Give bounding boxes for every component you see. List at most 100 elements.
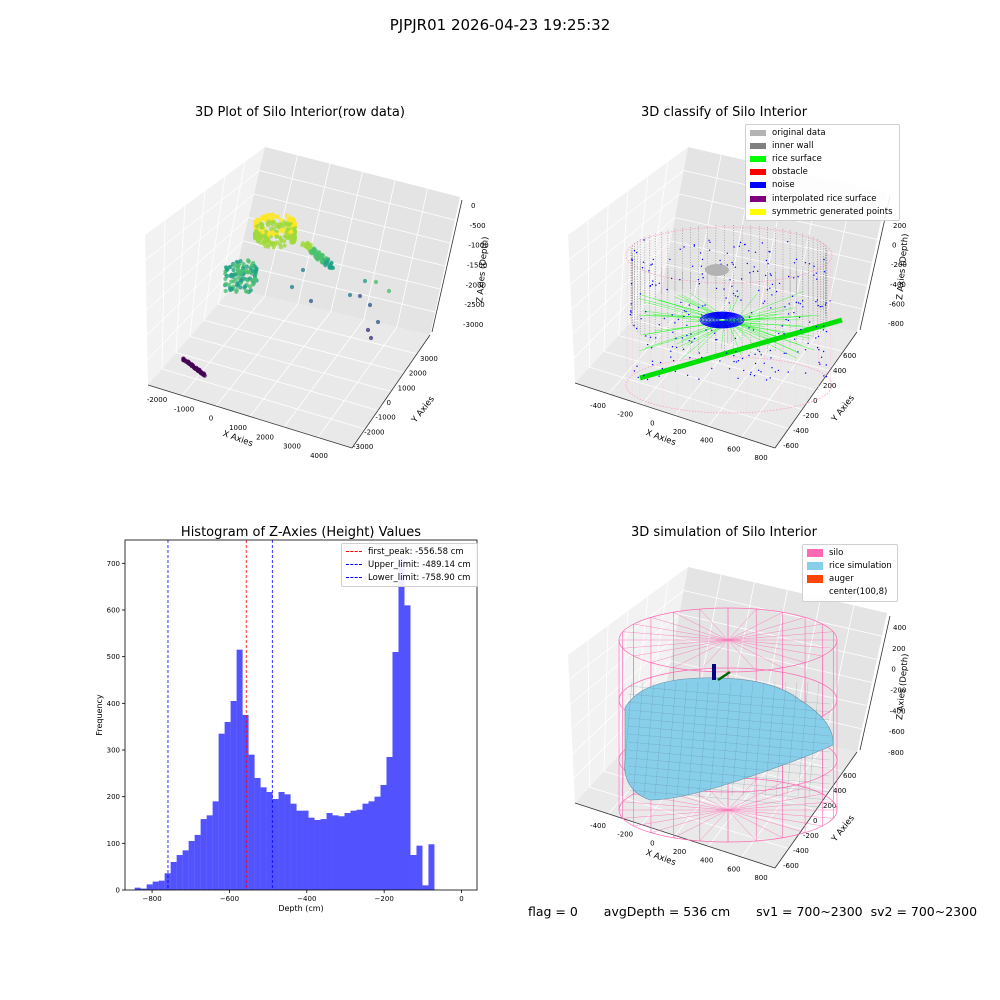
rice-simulation-mesh xyxy=(627,749,831,769)
data-point xyxy=(269,216,274,221)
y-tick-label: 700 xyxy=(107,560,120,568)
noise-point xyxy=(757,349,759,351)
histogram-bar xyxy=(362,803,369,890)
data-point xyxy=(231,267,236,273)
noise-point xyxy=(733,354,735,357)
noise-point xyxy=(750,371,752,373)
silo-wireframe xyxy=(727,617,806,641)
rice-simulation-mesh xyxy=(665,681,677,797)
x-axis-label: Depth (cm) xyxy=(278,904,323,913)
x-tick-label: −400 xyxy=(297,895,316,903)
data-point xyxy=(279,222,284,227)
legend-line xyxy=(346,577,362,579)
noise-point xyxy=(788,303,790,305)
rice-simulation-mesh xyxy=(627,757,831,777)
noise-point xyxy=(816,278,818,280)
data-point xyxy=(257,236,262,241)
data-point xyxy=(254,228,259,233)
classified-points xyxy=(625,225,843,414)
histogram-bar xyxy=(188,841,195,890)
histogram-bar xyxy=(284,794,291,890)
data-point xyxy=(386,288,392,294)
noise-point xyxy=(703,313,741,327)
data-point xyxy=(264,236,269,241)
x-tick-label: 0 xyxy=(209,415,213,423)
noise-point xyxy=(824,304,827,306)
histogram-bar xyxy=(134,887,141,890)
histogram-bar xyxy=(356,809,363,890)
x-tick-label: 800 xyxy=(754,874,767,882)
legend-swatch xyxy=(750,208,766,215)
noise-point xyxy=(735,361,738,363)
noise-point xyxy=(636,365,638,367)
noise-point xyxy=(680,301,682,304)
noise-point xyxy=(719,259,721,262)
data-point xyxy=(245,270,250,275)
rice-surface-points xyxy=(639,317,843,381)
x-tick-label: -400 xyxy=(590,822,606,830)
noise-point xyxy=(652,280,654,282)
rice-simulation-mesh xyxy=(709,681,721,797)
silo-wireframe xyxy=(727,623,823,641)
data-point xyxy=(290,216,295,222)
noise-point xyxy=(717,318,727,322)
subplot-title: 3D simulation of Silo Interior xyxy=(631,525,818,540)
noise-point xyxy=(691,265,694,267)
noise-point xyxy=(738,245,741,247)
noise-point xyxy=(746,262,748,265)
noise-point xyxy=(705,329,707,331)
histogram-bars xyxy=(134,558,435,890)
histogram-bar xyxy=(368,801,375,890)
data-point xyxy=(239,278,244,283)
avg-depth-value: avgDepth = 536 cm xyxy=(603,904,731,919)
legend-entry: rice simulation xyxy=(807,559,892,572)
rice-simulation-mesh xyxy=(627,733,831,753)
legend-swatch xyxy=(750,169,766,176)
legend-entry: noise xyxy=(750,179,893,192)
histogram-bar xyxy=(194,834,201,890)
data-point xyxy=(375,319,381,325)
noise-point xyxy=(681,337,683,339)
grid-line xyxy=(161,220,166,369)
data-point xyxy=(323,263,328,268)
silo-wireframe xyxy=(633,809,729,827)
noise-point xyxy=(734,266,737,268)
noise-point xyxy=(762,302,764,304)
legend-entry: silo xyxy=(807,546,892,559)
noise-point xyxy=(754,362,757,365)
noise-point xyxy=(731,285,733,287)
noise-point xyxy=(823,258,825,261)
x-tick-label: -200 xyxy=(617,411,633,419)
grid-line xyxy=(217,161,246,305)
noise-point xyxy=(734,295,737,297)
noise-point xyxy=(630,310,632,312)
data-point xyxy=(367,302,373,308)
x-tick-label: 3000 xyxy=(283,443,301,451)
noise-point xyxy=(716,317,728,323)
legend-label: rice simulation xyxy=(829,560,892,571)
histogram-bar xyxy=(248,754,255,890)
grid-line xyxy=(824,605,855,745)
grid-line xyxy=(647,161,669,304)
noise-point xyxy=(771,294,773,296)
noise-point xyxy=(683,310,686,312)
data-point xyxy=(271,245,276,250)
noise-point xyxy=(651,283,654,286)
y-tick-label: -200 xyxy=(803,412,819,420)
noise-point xyxy=(725,297,727,299)
noise-point xyxy=(808,263,811,265)
axes-wall-left xyxy=(568,147,688,383)
z-tick-label: 200 xyxy=(892,645,905,653)
noise-point xyxy=(787,319,790,322)
noise-point xyxy=(698,378,700,380)
data-point xyxy=(289,230,294,235)
rice-surface-points xyxy=(733,313,782,323)
legend-swatch xyxy=(750,182,766,189)
y-tick-label: 1000 xyxy=(398,384,416,392)
noise-point xyxy=(719,360,721,362)
silo-wireframe xyxy=(727,787,806,811)
legend-label: Lower_limit: -758.90 cm xyxy=(368,572,471,583)
noise-point xyxy=(754,353,756,355)
y-tick-label: 600 xyxy=(843,772,856,780)
data-point xyxy=(266,242,271,248)
